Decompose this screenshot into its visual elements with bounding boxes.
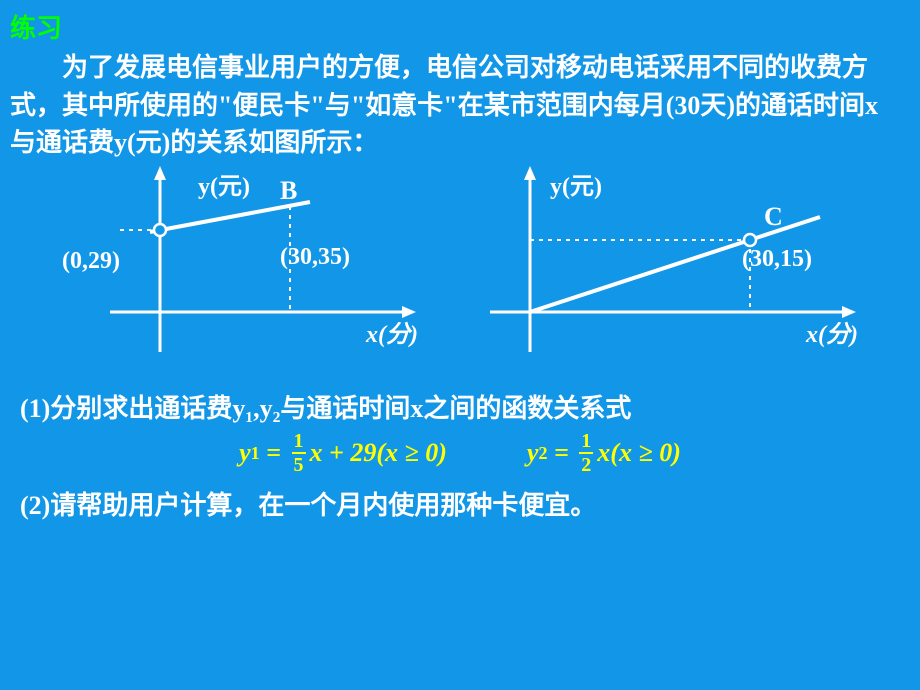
chart2-point-c-coord: (30,15) <box>742 246 812 273</box>
f2-sub: 2 <box>538 443 547 464</box>
f1-den: 5 <box>292 455 306 475</box>
chart2-y-label: y(元) <box>550 166 602 201</box>
problem-text: 为了发展电信事业用户的方便，电信公司对移动电话采用不同的收费方式，其中所使用的"… <box>10 49 900 162</box>
chart2-point-c-marker <box>744 234 756 246</box>
charts-row: y(元) x(分) B (0,29) (30,35) y(元) x(分) C (… <box>0 162 920 382</box>
f2-den: 2 <box>579 455 593 475</box>
formula-y1: y1 = 1 5 x + 29(x ≥ 0) <box>239 431 447 475</box>
exercise-title: 练习 <box>0 0 920 49</box>
f1-frac: 1 5 <box>292 431 306 475</box>
f1-rest: x + 29(x ≥ 0) <box>310 438 447 468</box>
chart-bianmin: y(元) x(分) B (0,29) (30,35) <box>50 162 430 382</box>
f1-lhs: y <box>239 438 251 468</box>
f2-rest: x(x ≥ 0) <box>597 438 681 468</box>
f1-sub: 1 <box>251 443 260 464</box>
chart-ruyi: y(元) x(分) C (30,15) <box>490 162 870 382</box>
chart2-x-label: x(分) <box>806 314 858 349</box>
chart1-point-b-label: B <box>280 176 297 206</box>
f2-num: 1 <box>579 431 593 451</box>
formulas-row: y1 = 1 5 x + 29(x ≥ 0) y2 = 1 2 x(x ≥ 0) <box>0 427 920 479</box>
chart2-y-arrow <box>524 166 536 180</box>
chart1-x-label: x(分) <box>366 314 418 349</box>
f1-eq: = <box>260 438 288 468</box>
question-1: (1)分别求出通话费y₁,y₂与通话时间x之间的函数关系式 <box>0 382 920 427</box>
question-2: (2)请帮助用户计算，在一个月内使用那种卡便宜。 <box>0 479 920 524</box>
problem-statement: 为了发展电信事业用户的方便，电信公司对移动电话采用不同的收费方式，其中所使用的"… <box>0 49 920 162</box>
f2-lhs: y <box>527 438 539 468</box>
f1-num: 1 <box>292 431 306 451</box>
formula-y2: y2 = 1 2 x(x ≥ 0) <box>527 431 681 475</box>
chart2-point-c-label: C <box>764 202 783 232</box>
chart1-point-b-coord: (30,35) <box>280 244 350 271</box>
chart2-svg <box>490 162 870 382</box>
chart1-y-intercept-label: (0,29) <box>62 248 120 275</box>
chart1-y-label: y(元) <box>198 166 250 201</box>
f2-eq: = <box>547 438 575 468</box>
f2-frac: 1 2 <box>579 431 593 475</box>
chart1-y-intercept-marker <box>154 224 166 236</box>
chart1-line <box>150 202 310 232</box>
chart1-y-arrow <box>154 166 166 180</box>
